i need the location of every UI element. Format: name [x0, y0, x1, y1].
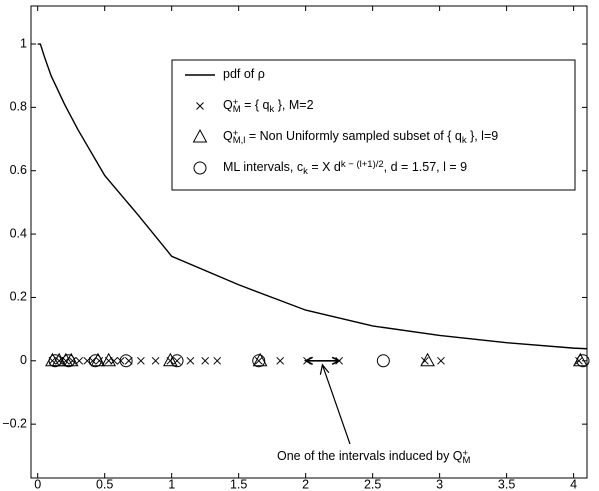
text-part: , d = 1.57, l = 9	[384, 160, 467, 174]
x-marker	[254, 356, 263, 365]
circle-marker	[193, 161, 207, 175]
y-tick-label: 0.4	[10, 226, 27, 240]
text-part: pdf of ρ	[223, 67, 265, 81]
y-tick-label: 0.6	[10, 163, 27, 177]
text-part: Q	[223, 98, 233, 112]
circle-marker	[62, 354, 76, 368]
x-marker	[213, 356, 222, 365]
plot-area	[30, 5, 588, 479]
circle-marker	[88, 354, 102, 368]
x-marker	[201, 356, 210, 365]
legend-label: Q+ M,l = Non Uniformly sampled subset of …	[223, 128, 498, 147]
x-marker	[116, 356, 125, 365]
x-marker	[173, 356, 181, 365]
x-tick-label: 3.5	[498, 477, 515, 491]
y-tick-label: −0.2	[2, 416, 27, 430]
x-tick-label: 1	[168, 477, 175, 491]
circle-marker	[119, 354, 133, 368]
text-part: k	[303, 166, 308, 177]
circle-marker	[170, 354, 184, 368]
triangle-marker	[252, 352, 268, 367]
annotation: One of the intervals induced by Q+ M	[277, 448, 471, 467]
x-tick-label: 2.5	[364, 477, 381, 491]
interval-arrow	[303, 356, 341, 366]
text-part: ML intervals, c	[223, 160, 303, 174]
x-tick-label: 3	[436, 477, 443, 491]
x-tick-label: 1.5	[230, 477, 247, 491]
x-marker	[575, 356, 583, 365]
triangle-marker	[192, 128, 208, 143]
legend-label: Q+ M = { qk }, M=2	[223, 97, 314, 116]
text-part: k − (l+1)/2	[341, 159, 384, 170]
pointer-arrow	[319, 363, 351, 445]
circle-marker	[48, 354, 62, 368]
y-tick-label: 0	[20, 353, 27, 367]
y-tick-label: 0.2	[10, 290, 27, 304]
text-part: M,l	[233, 135, 246, 146]
triangle-marker	[162, 352, 178, 367]
circle-marker	[376, 354, 390, 368]
x-marker	[196, 102, 204, 110]
text-part: }, M=2	[274, 98, 313, 112]
triangle-marker	[101, 352, 117, 367]
text-part: k	[270, 104, 275, 115]
text-part: M	[463, 455, 471, 466]
x-marker	[68, 356, 77, 365]
text-part: M	[233, 104, 241, 115]
text-part: }, l=9	[467, 129, 499, 143]
circle-marker	[576, 354, 590, 368]
triangle-marker	[420, 352, 435, 367]
pdf-curve	[37, 43, 588, 350]
x-marker	[137, 356, 145, 365]
text-part: +	[233, 128, 239, 139]
x-tick-label: 0	[34, 477, 41, 491]
text-part: Q	[223, 129, 233, 143]
x-marker	[95, 356, 104, 365]
legend-label: pdf of ρ	[223, 67, 265, 81]
text-part: k	[462, 135, 467, 146]
x-tick-label: 0.5	[96, 477, 113, 491]
text-part: +	[463, 448, 469, 459]
y-tick-label: 0.8	[10, 100, 27, 114]
x-marker	[75, 356, 84, 365]
text-part: +	[233, 97, 239, 108]
x-tick-label: 4	[570, 477, 577, 491]
text-part: = Non Uniformly sampled subset of { q	[245, 129, 461, 143]
x-marker	[186, 356, 195, 365]
circle-marker	[252, 354, 266, 368]
legend	[171, 59, 576, 191]
text-part: = X d	[308, 160, 341, 174]
y-tick-label: 1	[20, 36, 27, 50]
legend-label: ML intervals, ck = X dk − (l+1)/2, d = 1…	[223, 159, 467, 178]
x-marker	[151, 356, 160, 365]
x-tick-label: 2	[302, 477, 309, 491]
x-marker	[437, 356, 445, 365]
x-marker	[276, 356, 285, 365]
text-part: One of the intervals induced by Q	[277, 449, 463, 463]
text-part: = { q	[241, 98, 270, 112]
